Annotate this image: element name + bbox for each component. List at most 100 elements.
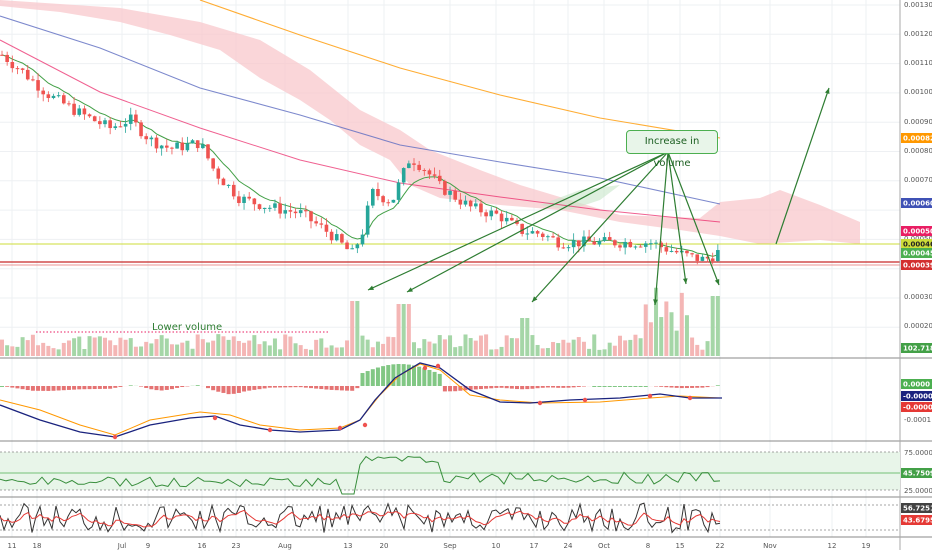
candle xyxy=(474,198,478,209)
macd-histogram-bar xyxy=(128,385,133,386)
x-tick-label: 13 xyxy=(344,542,353,550)
volume-bar xyxy=(669,312,674,356)
candle xyxy=(443,179,447,196)
candle xyxy=(134,109,138,127)
volume-bar xyxy=(442,339,447,356)
candle xyxy=(489,206,494,221)
candle xyxy=(355,243,360,254)
candle xyxy=(571,233,576,254)
volume-bar xyxy=(545,348,550,356)
stoch-tag-label: 56.7251 xyxy=(903,505,932,513)
volume-bar xyxy=(211,340,216,356)
candle xyxy=(20,67,25,74)
candle xyxy=(72,96,76,117)
volume-bar xyxy=(499,346,504,356)
candle xyxy=(396,179,401,204)
volume-bar xyxy=(535,344,540,356)
rsi-tick-label: 75.0000 xyxy=(904,449,932,457)
macd-cross-marker xyxy=(112,434,118,440)
candle xyxy=(350,244,354,250)
candle xyxy=(422,168,427,176)
volume-bar xyxy=(478,335,483,356)
volume-bar xyxy=(175,344,180,356)
macd-histogram-bar xyxy=(46,386,51,391)
candle xyxy=(252,197,257,211)
macd-histogram-bar xyxy=(545,386,550,388)
price-tag-label: 0.0003917 xyxy=(903,262,932,270)
volume-bar xyxy=(185,340,190,356)
volume-bar xyxy=(365,339,370,356)
macd-histogram-bar xyxy=(139,386,144,387)
volume-bar xyxy=(92,337,97,356)
macd-histogram-bar xyxy=(345,386,350,391)
volume-bar xyxy=(700,349,705,356)
macd-histogram-bar xyxy=(484,386,489,389)
candle xyxy=(463,195,468,207)
volume-bar xyxy=(561,339,566,356)
candle xyxy=(175,140,179,149)
candle xyxy=(25,64,30,81)
macd-histogram-bar xyxy=(329,386,334,390)
macd-histogram-bar xyxy=(36,386,41,391)
candle xyxy=(221,177,226,186)
macd-histogram-bar xyxy=(82,386,87,390)
volume-bar xyxy=(77,336,82,356)
volume-bar xyxy=(525,318,530,356)
candle xyxy=(427,168,432,179)
macd-histogram-bar xyxy=(30,386,35,391)
macd-histogram-bar xyxy=(412,365,416,386)
candle xyxy=(304,205,308,218)
volume-bar xyxy=(458,346,463,356)
candle xyxy=(247,192,251,201)
candle xyxy=(669,244,674,253)
macd-histogram-bar xyxy=(216,386,221,392)
candle xyxy=(216,166,221,185)
macd-histogram-bar xyxy=(442,386,447,392)
candle xyxy=(638,244,643,248)
candle xyxy=(551,232,555,239)
candle xyxy=(556,233,560,251)
price-tag-label: 0.0005061 xyxy=(903,228,932,236)
volume-bar xyxy=(468,338,473,356)
candle xyxy=(381,194,385,206)
x-tick-label: 22 xyxy=(716,542,725,550)
y-tick-label: 0.0012000 xyxy=(904,30,932,38)
macd-tag-label: 0.0000 xyxy=(903,381,930,389)
candle xyxy=(618,243,622,252)
volume-bar xyxy=(242,342,247,356)
volume-bar xyxy=(679,292,684,356)
volume-bar xyxy=(571,339,576,356)
macd-histogram-bar xyxy=(144,386,149,388)
macd-histogram-bar xyxy=(700,386,705,388)
y-tick-label: 0.0010000 xyxy=(904,88,932,96)
volume-bar xyxy=(659,317,664,356)
price-tag xyxy=(901,248,932,258)
volume-bar xyxy=(432,343,437,356)
volume-bar xyxy=(592,334,597,356)
candle xyxy=(309,210,313,229)
macd-histogram-bar xyxy=(618,386,622,387)
candle xyxy=(15,66,20,75)
candle xyxy=(170,146,174,155)
candle xyxy=(448,186,452,202)
candle xyxy=(92,115,97,122)
ma-slow-line xyxy=(0,15,721,205)
volume-bar xyxy=(628,339,633,356)
x-tick-label: Oct xyxy=(598,542,610,550)
y-tick-label: 0.0003000 xyxy=(904,293,932,301)
x-tick-label: 15 xyxy=(676,542,685,550)
macd-histogram-bar xyxy=(10,386,15,388)
candle xyxy=(582,230,586,252)
candle xyxy=(710,252,715,265)
x-tick-label: 8 xyxy=(646,542,650,550)
macd-histogram-bar xyxy=(674,386,679,388)
macd-histogram-bar xyxy=(5,386,10,387)
macd-histogram-bar xyxy=(355,386,360,389)
candle xyxy=(407,160,411,169)
volume-bar xyxy=(164,338,169,356)
candle xyxy=(401,167,406,186)
volume-bar xyxy=(309,349,313,356)
volume-bar xyxy=(72,338,77,356)
macd-histogram-bar xyxy=(267,386,272,388)
